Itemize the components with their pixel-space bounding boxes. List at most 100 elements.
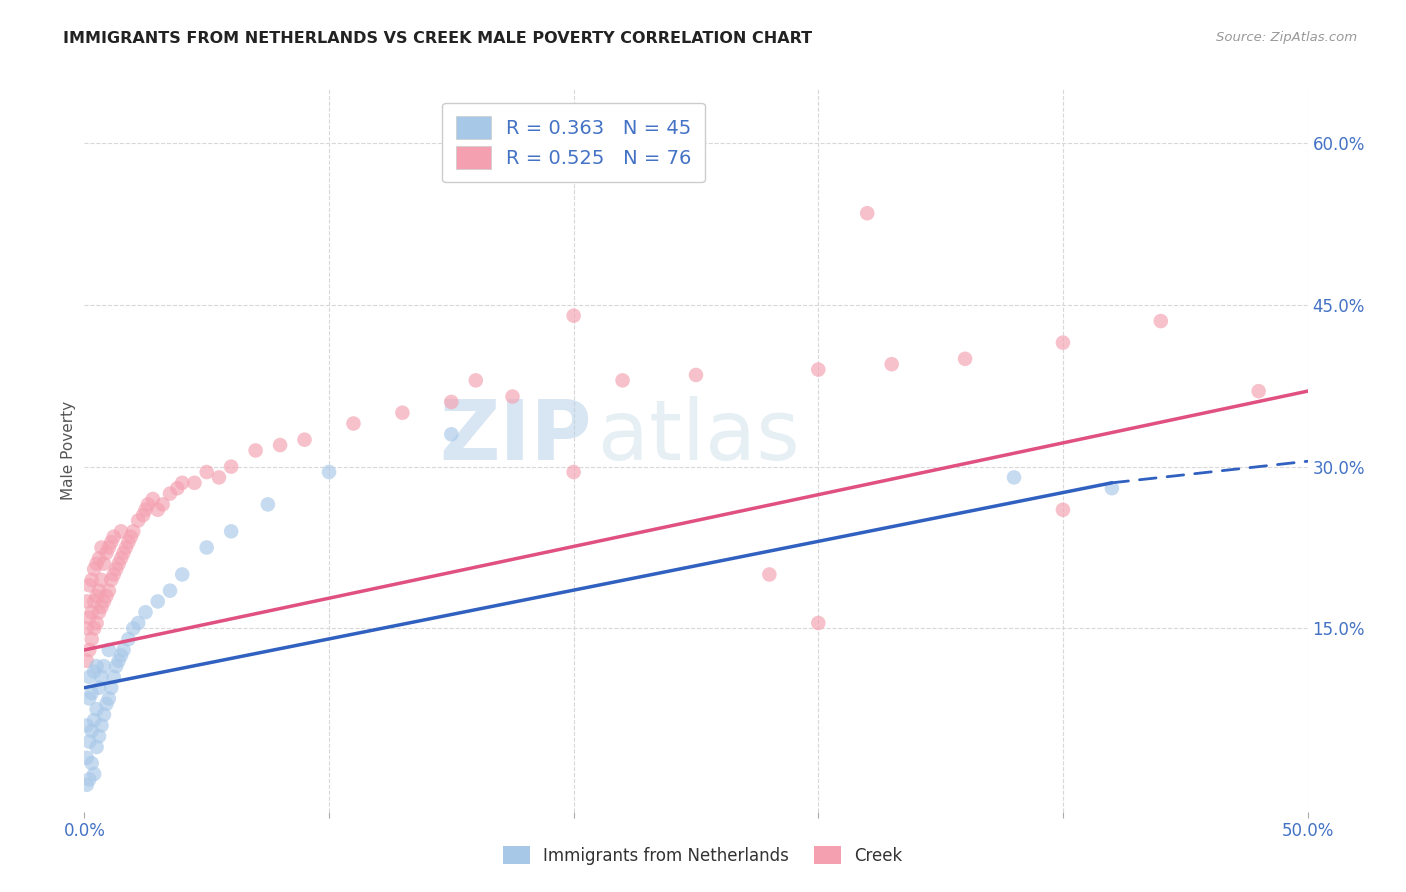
Point [87, 583, 110, 598]
Point [110, 648, 132, 663]
Point [166, 481, 188, 495]
Point [80, 573, 103, 587]
Point [1002, 470, 1025, 484]
Point [96, 589, 118, 603]
Point [86, 557, 108, 571]
Point [87, 729, 110, 743]
Point [107, 654, 129, 668]
Point [269, 438, 291, 452]
Point [83, 562, 105, 576]
Point [146, 594, 169, 608]
Point [342, 417, 364, 431]
Point [1101, 481, 1123, 495]
Point [159, 486, 181, 500]
Point [97, 583, 120, 598]
Point [87, 605, 110, 619]
Point [440, 395, 463, 409]
Point [562, 465, 585, 479]
Point [107, 557, 129, 571]
Point [117, 535, 139, 549]
Point [112, 546, 135, 560]
Point [440, 427, 463, 442]
Point [103, 567, 125, 582]
Text: Source: ZipAtlas.com: Source: ZipAtlas.com [1216, 31, 1357, 45]
Point [208, 470, 231, 484]
Point [90, 573, 112, 587]
Point [86, 589, 108, 603]
Point [86, 659, 108, 673]
Point [1247, 384, 1270, 399]
Point [93, 594, 115, 608]
Point [1052, 335, 1074, 350]
Point [807, 362, 830, 376]
Point [294, 433, 316, 447]
Point [391, 406, 413, 420]
Point [90, 670, 112, 684]
Point [612, 373, 634, 387]
Point [110, 551, 132, 566]
Point [97, 691, 120, 706]
Point [83, 713, 105, 727]
Point [117, 632, 139, 647]
Point [135, 502, 157, 516]
Point [93, 707, 115, 722]
Point [76, 621, 98, 635]
Point [122, 524, 145, 539]
Point [83, 621, 105, 635]
Text: atlas: atlas [598, 395, 800, 476]
Point [120, 530, 142, 544]
Point [112, 643, 135, 657]
Point [77, 610, 100, 624]
Legend: R = 0.363   N = 45, R = 0.525   N = 76: R = 0.363 N = 45, R = 0.525 N = 76 [441, 103, 706, 183]
Point [110, 524, 132, 539]
Point [127, 514, 149, 528]
Point [77, 734, 100, 748]
Point [90, 718, 112, 732]
Point [76, 778, 98, 792]
Point [502, 390, 524, 404]
Point [115, 541, 138, 555]
Point [87, 681, 110, 695]
Point [105, 659, 128, 673]
Point [1150, 314, 1173, 328]
Point [103, 530, 125, 544]
Point [562, 309, 585, 323]
Point [93, 659, 115, 673]
Point [318, 465, 340, 479]
Point [97, 643, 120, 657]
Point [80, 686, 103, 700]
Legend: Immigrants from Netherlands, Creek: Immigrants from Netherlands, Creek [495, 838, 911, 873]
Point [100, 573, 122, 587]
Point [87, 551, 110, 566]
Point [132, 508, 155, 523]
Point [122, 621, 145, 635]
Point [76, 654, 98, 668]
Point [86, 739, 108, 754]
Point [96, 697, 118, 711]
Point [685, 368, 707, 382]
Point [245, 443, 267, 458]
Point [93, 557, 115, 571]
Point [464, 373, 486, 387]
Point [86, 615, 108, 630]
Point [135, 605, 157, 619]
Point [77, 643, 100, 657]
Point [77, 578, 100, 592]
Point [80, 605, 103, 619]
Point [219, 524, 242, 539]
Point [146, 502, 169, 516]
Point [83, 767, 105, 781]
Point [127, 615, 149, 630]
Point [152, 497, 174, 511]
Point [807, 615, 830, 630]
Point [90, 541, 112, 555]
Point [76, 718, 98, 732]
Point [856, 206, 879, 220]
Point [953, 351, 976, 366]
Point [77, 691, 100, 706]
Point [86, 702, 108, 716]
Point [105, 562, 128, 576]
Point [172, 475, 194, 490]
Point [77, 670, 100, 684]
Point [103, 670, 125, 684]
